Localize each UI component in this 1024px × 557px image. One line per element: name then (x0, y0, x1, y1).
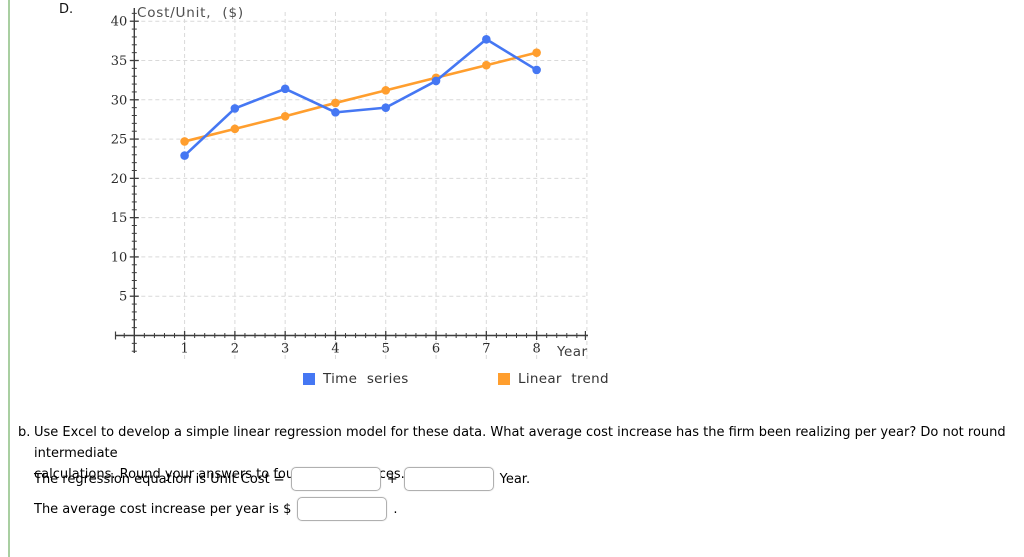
line-chart: 5 10 15 20 25 30 35 40 1 2 3 4 5 6 7 8 Cost/Unit, ($) Y… (111, 5, 588, 362)
panel-label: D. (59, 2, 74, 17)
svg-text:10: 10 (111, 250, 128, 265)
svg-text:35: 35 (111, 54, 128, 69)
svg-text:1: 1 (180, 342, 188, 357)
regression-slope-input[interactable] (403, 467, 494, 491)
svg-text:3: 3 (281, 342, 289, 357)
svg-text:30: 30 (111, 93, 128, 108)
question-line-1: Use Excel to develop a simple linear reg… (34, 425, 1006, 461)
average-cost-input[interactable] (297, 497, 388, 521)
svg-text:8: 8 (532, 342, 540, 357)
svg-text:4: 4 (331, 342, 339, 357)
average-cost-label: The average cost increase per year is $ (34, 501, 292, 517)
svg-text:7: 7 (482, 342, 490, 357)
y-axis-title: Cost/Unit, ($) (137, 5, 244, 21)
plus-sign: + (386, 471, 398, 487)
svg-text:2: 2 (231, 342, 239, 357)
x-axis-label: Year (556, 344, 588, 360)
average-cost-suffix: . (393, 501, 398, 517)
left-border-line (8, 0, 10, 557)
svg-text:15: 15 (111, 211, 128, 226)
regression-intercept-input[interactable] (290, 467, 381, 491)
svg-text:25: 25 (111, 133, 128, 148)
regression-equation-label: The regression equation is Unit Cost = (34, 471, 285, 487)
svg-text:40: 40 (111, 15, 128, 30)
chart-series (180, 34, 541, 160)
svg-text:20: 20 (111, 172, 128, 187)
regression-equation-suffix: Year. (499, 471, 531, 487)
average-cost-row: The average cost increase per year is $ … (34, 497, 397, 521)
svg-text:5: 5 (382, 342, 390, 357)
regression-equation-row: The regression equation is Unit Cost = +… (34, 467, 530, 491)
question-prefix: b. (18, 425, 31, 440)
chart-axes: 5 10 15 20 25 30 35 40 1 2 3 4 5 6 7 8 (111, 8, 588, 357)
svg-text:5: 5 (119, 290, 127, 305)
chart-gridlines (134, 12, 588, 362)
chart-area: 5 10 15 20 25 30 35 40 1 2 3 4 5 6 7 8 Cost/Unit, ($) Y… (100, 0, 640, 400)
svg-text:6: 6 (432, 342, 440, 357)
